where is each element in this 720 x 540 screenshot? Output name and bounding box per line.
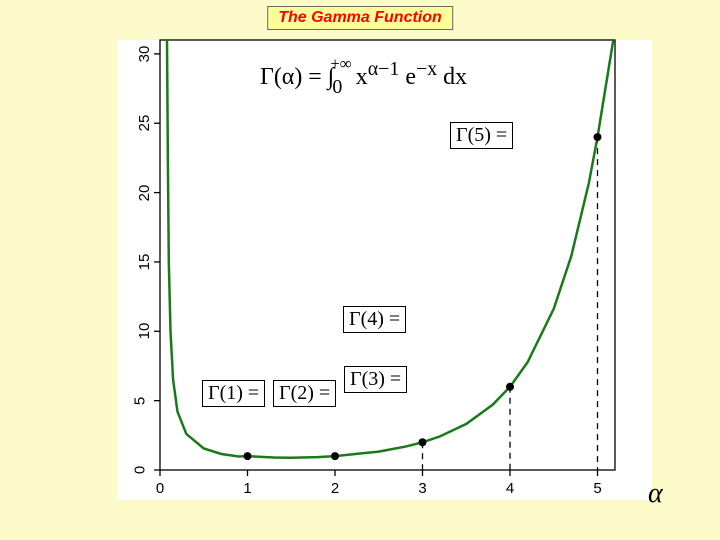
x-tick: 2	[331, 480, 339, 497]
alpha-axis-label: α	[648, 478, 663, 510]
y-tick: 15	[136, 254, 153, 271]
y-tick: 30	[136, 46, 153, 63]
gamma-1-label: Γ(1) =	[202, 380, 265, 407]
y-tick: 5	[132, 396, 149, 404]
x-tick: 5	[593, 480, 601, 497]
y-tick: 20	[136, 184, 153, 201]
gamma-3-label: Γ(3) =	[344, 366, 407, 393]
x-tick: 0	[156, 480, 164, 497]
y-tick: 10	[136, 323, 153, 340]
gamma-5-label: Γ(5) =	[450, 122, 513, 149]
gamma-2-label: Γ(2) =	[273, 380, 336, 407]
gamma-4-label: Γ(4) =	[343, 306, 406, 333]
x-tick: 4	[506, 480, 514, 497]
x-tick: 3	[418, 480, 426, 497]
gamma-formula: Γ(α) = ∫0+∞xα−1 e−x dx	[260, 58, 477, 96]
y-tick: 25	[136, 115, 153, 132]
y-tick: 0	[132, 466, 149, 474]
x-tick: 1	[243, 480, 251, 497]
